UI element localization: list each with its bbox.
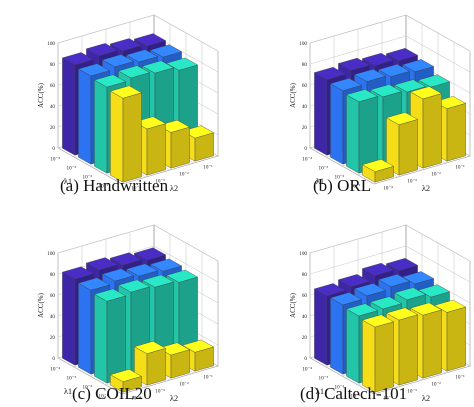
z-axis-label: ACC(%) [289,82,297,108]
bar-coil20-l1-3-l2-0 [109,369,143,393]
lambda1-tick-label: 10⁻⁴ [50,157,60,163]
caption-coil20: (c) COIL20 [72,384,152,403]
lambda1-tick-label: 10⁻² [83,175,93,181]
z-axis-label: ACC(%) [37,82,45,108]
lambda2-axis-label: λ2 [170,393,178,403]
bar-orl-l1-3-l2-0 [361,159,395,183]
lambda2-tick-label: 10⁻² [179,382,189,388]
bars-coil20 [61,247,215,393]
z-tick-label: 0 [304,146,307,152]
lambda1-axis-label: λ1 [316,386,324,396]
z-tick-label: 0 [304,356,307,362]
bar-orl-l1-3-l2-1 [385,112,419,176]
z-tick-label: 100 [299,251,307,257]
bar-coil20-l1-2-l2-0 [93,288,127,384]
lambda2-tick-label: 10⁻⁴ [131,396,141,402]
bar-coil20-l1-3-l2-1 [133,341,167,386]
panel-coil20: 0 20 40 60 80 100 ACC(%) 10⁻⁴ 10⁻³ 10⁻² 10⁻¹ 10⁻⁴ 10… [37,224,219,403]
z-tick-label: 40 [50,104,56,110]
lambda1-tick-label: 10⁻² [335,385,345,391]
lambda1-tick-label: 10⁻¹ [99,184,109,190]
z-tick-label: 40 [302,314,308,320]
bar-handwritten-l1-3-l2-0 [109,85,143,183]
z-tick-label: 60 [302,293,308,299]
z-tick-label: 100 [299,41,307,47]
z-tick-label: 40 [50,314,56,320]
z-tick-label: 60 [50,83,56,89]
lambda2-axis-label: λ2 [170,183,178,193]
lambda1-axis-label: λ1 [64,386,72,396]
lambda1-axis-label: λ1 [64,176,72,186]
lambda2-tick-label: 10⁻³ [407,389,417,395]
panel-handwritten: 0 20 40 60 80 100 ACC(%) 10⁻⁴ 10⁻³ 10⁻² 10⁻¹ 10⁻⁴ 10… [37,14,219,193]
panel-caltech-101: 0 20 40 60 80 100 ACC(%) 10⁻⁴ 10⁻³ 10⁻² 10⁻¹ 10⁻⁴ 10… [289,224,471,403]
z-tick-label: 100 [47,41,55,47]
lambda1-tick-label: 10⁻¹ [351,394,361,400]
lambda1-axis-label: λ1 [316,176,324,186]
lambda2-tick-label: 10⁻² [179,172,189,178]
lambda1-tick-label: 10⁻⁴ [302,367,312,373]
lambda2-axis-label: λ2 [422,183,430,193]
z-tick-label: 0 [52,356,55,362]
lambda2-tick-label: 10⁻³ [155,179,165,185]
z-tick-label: 80 [302,62,308,68]
lambda2-tick-label: 10⁻¹ [455,375,465,381]
z-tick-label: 40 [302,104,308,110]
caption-orl: (b) ORL [313,176,372,195]
z-tick-label: 20 [302,335,308,341]
z-tick-label: 80 [50,62,56,68]
z-tick-label: 20 [50,125,56,131]
z-tick-label: 100 [47,251,55,257]
z-axis-label: ACC(%) [37,292,45,318]
bars-caltech-101 [313,258,467,393]
lambda2-tick-label: 10⁻¹ [203,165,213,171]
lambda1-tick-label: 10⁻³ [67,166,77,172]
lambda2-tick-label: 10⁻² [431,172,441,178]
lambda1-tick-label: 10⁻³ [319,166,329,172]
z-axis-label: ACC(%) [289,292,297,318]
lambda2-tick-label: 10⁻⁴ [131,186,141,192]
z-tick-label: 60 [302,83,308,89]
z-tick-label: 20 [50,335,56,341]
caption-handwritten: (a) Handwritten [60,176,169,195]
z-tick-label: 80 [50,272,56,278]
lambda1-tick-label: 10⁻³ [319,376,329,382]
lambda2-tick-label: 10⁻³ [155,389,165,395]
lambda2-tick-label: 10⁻² [431,382,441,388]
bars-orl [313,48,467,183]
lambda1-tick-label: 10⁻² [335,175,345,181]
bars-handwritten [61,33,215,183]
lambda1-tick-label: 10⁻³ [67,376,77,382]
z-tick-label: 0 [52,146,55,152]
bar-orl-l1-2-l2-0 [345,89,379,174]
lambda2-tick-label: 10⁻¹ [203,375,213,381]
z-tick-label: 60 [50,293,56,299]
lambda1-tick-label: 10⁻⁴ [302,157,312,163]
bar-orl-l1-3-l2-2 [409,86,443,169]
panel-orl: 0 20 40 60 80 100 ACC(%) 10⁻⁴ 10⁻³ 10⁻² 10⁻¹ 10⁻⁴ 10… [289,14,471,193]
bar-caltech-101-l1-3-l2-0 [361,314,395,393]
lambda1-tick-label: 10⁻⁴ [50,367,60,373]
lambda2-tick-label: 10⁻⁴ [383,186,393,192]
lambda1-tick-label: 10⁻¹ [99,394,109,400]
lambda2-tick-label: 10⁻⁴ [383,396,393,402]
z-tick-label: 80 [302,272,308,278]
lambda2-tick-label: 10⁻¹ [455,165,465,171]
lambda2-tick-label: 10⁻³ [407,179,417,185]
lambda1-tick-label: 10⁻² [83,385,93,391]
lambda1-tick-label: 10⁻¹ [351,184,361,190]
caption-caltech-101: (d) Caltech-101 [300,384,408,403]
z-tick-label: 20 [302,125,308,131]
lambda2-axis-label: λ2 [422,393,430,403]
